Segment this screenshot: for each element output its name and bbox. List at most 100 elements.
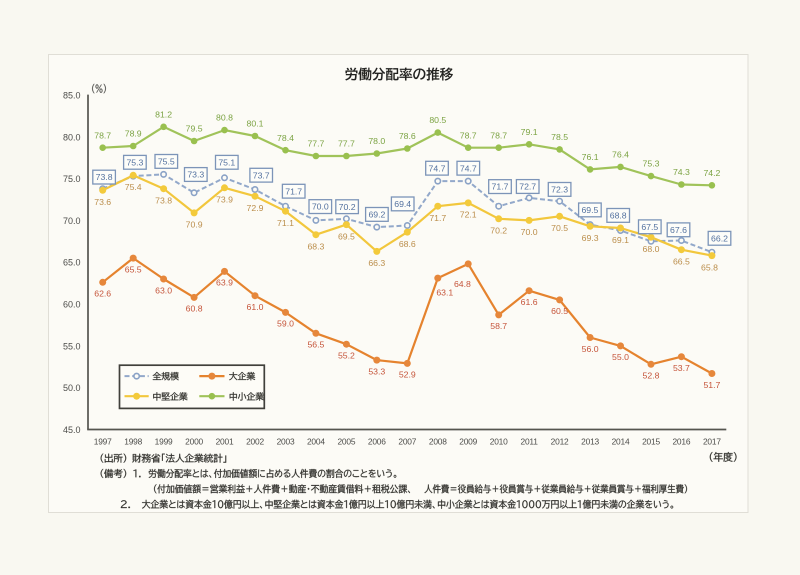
svg-text:61.0: 61.0 [247,302,264,312]
svg-text:63.0: 63.0 [155,285,172,295]
svg-text:71.7: 71.7 [285,186,302,196]
svg-text:60.8: 60.8 [186,304,203,314]
svg-text:72.9: 72.9 [247,203,264,213]
svg-text:71.1: 71.1 [277,218,294,228]
svg-text:61.6: 61.6 [521,297,538,307]
svg-text:70.2: 70.2 [490,226,507,236]
svg-text:2001: 2001 [216,436,234,446]
svg-text:76.1: 76.1 [582,152,599,162]
svg-text:74.7: 74.7 [460,163,477,173]
svg-text:74.7: 74.7 [429,163,446,173]
svg-text:2011: 2011 [520,436,538,446]
svg-text:78.9: 78.9 [125,129,142,139]
svg-text:78.7: 78.7 [490,130,507,140]
svg-text:53.7: 53.7 [673,363,690,373]
svg-text:67.6: 67.6 [670,225,687,235]
svg-text:80.0: 80.0 [63,132,81,142]
svg-text:78.6: 78.6 [399,131,416,141]
svg-text:70.0: 70.0 [63,216,81,226]
svg-text:65.5: 65.5 [125,264,142,274]
svg-text:62.6: 62.6 [94,289,111,299]
svg-text:2008: 2008 [429,436,447,446]
svg-text:52.9: 52.9 [399,370,416,380]
svg-text:1998: 1998 [124,436,142,446]
svg-text:2006: 2006 [368,436,386,446]
svg-text:80.1: 80.1 [247,119,264,129]
svg-text:2016: 2016 [672,436,690,446]
svg-text:66.5: 66.5 [673,257,690,267]
svg-text:79.1: 79.1 [521,127,538,137]
svg-text:73.8: 73.8 [155,196,172,206]
svg-text:50.0: 50.0 [63,383,81,393]
svg-text:2015: 2015 [642,436,660,446]
svg-text:2005: 2005 [337,436,355,446]
svg-text:60.0: 60.0 [63,300,81,310]
svg-text:52.8: 52.8 [643,371,660,381]
svg-text:70.5: 70.5 [551,223,568,233]
svg-text:2017: 2017 [703,436,721,446]
svg-text:75.1: 75.1 [218,157,235,167]
svg-text:75.4: 75.4 [125,182,142,192]
svg-text:69.4: 69.4 [394,199,411,209]
svg-text:66.2: 66.2 [711,233,728,243]
svg-text:69.3: 69.3 [582,233,599,243]
svg-text:58.7: 58.7 [490,321,507,331]
svg-text:71.7: 71.7 [429,213,446,223]
svg-text:77.7: 77.7 [338,139,355,149]
svg-text:75.0: 75.0 [63,174,81,184]
svg-text:68.0: 68.0 [643,244,660,254]
svg-text:65.0: 65.0 [63,258,81,268]
svg-text:64.8: 64.8 [454,279,471,289]
svg-text:78.0: 78.0 [368,136,385,146]
svg-text:2007: 2007 [398,436,416,446]
svg-text:66.3: 66.3 [368,258,385,268]
svg-text:55.0: 55.0 [63,341,81,351]
svg-text:78.4: 78.4 [277,133,294,143]
svg-text:2012: 2012 [551,436,569,446]
svg-text:59.0: 59.0 [277,319,294,329]
svg-text:70.9: 70.9 [186,220,203,230]
svg-text:81.2: 81.2 [155,109,172,119]
svg-text:45.0: 45.0 [63,425,81,435]
svg-text:68.3: 68.3 [307,242,324,252]
svg-text:69.5: 69.5 [581,205,598,215]
svg-text:73.9: 73.9 [216,195,233,205]
svg-text:2010: 2010 [490,436,508,446]
svg-text:2003: 2003 [277,436,295,446]
svg-text:75.3: 75.3 [643,159,660,169]
svg-text:2013: 2013 [581,436,599,446]
svg-text:2002: 2002 [246,436,264,446]
svg-text:1997: 1997 [94,436,112,446]
svg-text:70.0: 70.0 [312,202,329,212]
svg-text:73.8: 73.8 [96,172,113,182]
svg-text:77.7: 77.7 [307,139,324,149]
svg-text:69.1: 69.1 [612,235,629,245]
svg-text:67.5: 67.5 [641,222,658,232]
svg-text:2000: 2000 [185,436,203,446]
svg-text:1999: 1999 [155,436,173,446]
svg-text:74.2: 74.2 [703,168,720,178]
svg-text:70.2: 70.2 [339,202,356,212]
svg-text:76.4: 76.4 [612,150,629,160]
svg-text:55.0: 55.0 [612,352,629,362]
svg-text:73.3: 73.3 [187,170,204,180]
svg-text:73.7: 73.7 [253,170,270,180]
svg-text:56.5: 56.5 [307,340,324,350]
svg-text:74.3: 74.3 [673,167,690,177]
svg-text:68.8: 68.8 [610,211,627,221]
svg-text:72.3: 72.3 [551,185,568,195]
svg-text:2009: 2009 [459,436,477,446]
svg-text:63.9: 63.9 [216,278,233,288]
svg-text:78.7: 78.7 [94,130,111,140]
svg-text:51.7: 51.7 [703,380,720,390]
svg-text:70.0: 70.0 [521,227,538,237]
svg-text:69.5: 69.5 [338,231,355,241]
svg-text:56.0: 56.0 [582,344,599,354]
svg-text:60.5: 60.5 [551,306,568,316]
svg-text:73.6: 73.6 [94,197,111,207]
svg-text:75.5: 75.5 [158,157,175,167]
svg-text:63.1: 63.1 [436,288,453,298]
svg-text:71.7: 71.7 [492,182,509,192]
svg-text:2004: 2004 [307,436,325,446]
svg-text:2014: 2014 [612,436,630,446]
